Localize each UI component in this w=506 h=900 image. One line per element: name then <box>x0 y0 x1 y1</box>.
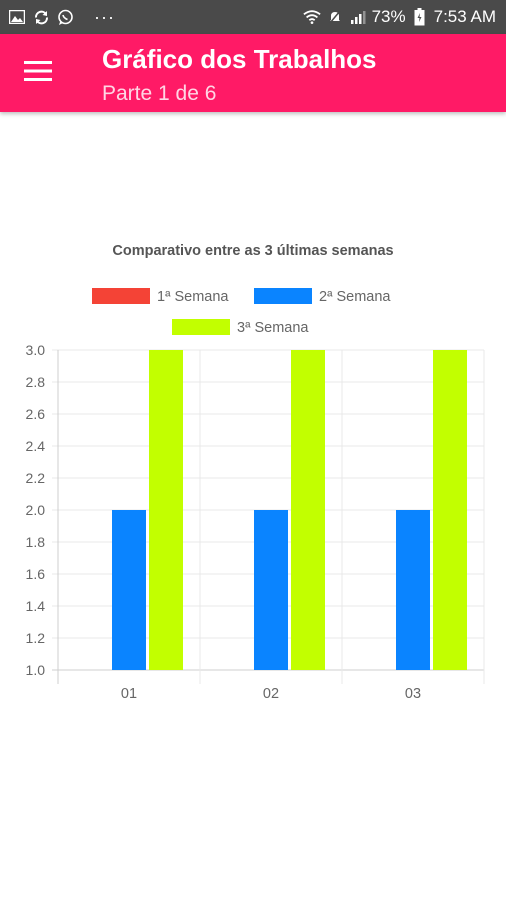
legend-swatch-1 <box>92 288 150 304</box>
menu-button[interactable] <box>18 53 58 93</box>
sync-icon <box>32 8 50 26</box>
y-tick-label: 1.4 <box>26 598 46 614</box>
status-bar: ··· 73% 7:53 AM <box>0 0 506 34</box>
y-tick-label: 2.4 <box>26 438 46 454</box>
notification-icons: ··· <box>8 0 115 34</box>
y-tick-label: 1.6 <box>26 566 46 582</box>
legend-label-3: 3ª Semana <box>237 320 309 336</box>
legend-swatch-2 <box>254 288 312 304</box>
legend-swatch-3 <box>172 319 230 335</box>
signal-icon <box>349 8 367 26</box>
wifi-icon <box>302 8 321 26</box>
legend-label-2: 2ª Semana <box>319 289 391 305</box>
y-tick-label: 1.0 <box>26 662 46 678</box>
mute-icon <box>326 8 344 26</box>
bar-3-03 <box>433 350 467 670</box>
y-tick-label: 2.8 <box>26 374 46 390</box>
hamburger-menu-icon <box>24 60 52 86</box>
bar-2-01 <box>112 510 146 670</box>
y-tick-label: 1.2 <box>26 630 46 646</box>
y-tick-label: 2.2 <box>26 470 46 486</box>
x-tick-label: 01 <box>121 686 137 702</box>
clock: 7:53 AM <box>433 7 496 26</box>
system-icons: 73% 7:53 AM <box>302 0 496 34</box>
bar-chart: Comparativo entre as 3 últimas semanas 1ª… <box>26 243 485 702</box>
y-tick-label: 2.0 <box>26 502 46 518</box>
bar-2-03 <box>396 510 430 670</box>
y-tick-label: 2.6 <box>26 406 46 422</box>
bar-2-02 <box>254 510 288 670</box>
y-tick-label: 1.8 <box>26 534 46 550</box>
bar-3-02 <box>291 350 325 670</box>
y-tick-label: 3.0 <box>26 342 46 358</box>
x-tick-label: 02 <box>263 686 279 702</box>
page-title: Gráfico dos Trabalhos <box>102 44 377 74</box>
legend-label-1: 1ª Semana <box>157 289 229 305</box>
whatsapp-icon <box>56 8 74 26</box>
battery-percent: 73% <box>371 7 406 26</box>
chart-title: Comparativo entre as 3 últimas semanas <box>112 243 393 259</box>
x-tick-label: 03 <box>405 686 421 702</box>
app-bar: Gráfico dos Trabalhos Parte 1 de 6 <box>0 34 506 112</box>
more-notifications-icon: ··· <box>94 7 115 27</box>
bar-3-01 <box>149 350 183 670</box>
gallery-icon <box>8 8 26 26</box>
page-subtitle: Parte 1 de 6 <box>102 82 217 105</box>
battery-icon <box>411 8 429 26</box>
